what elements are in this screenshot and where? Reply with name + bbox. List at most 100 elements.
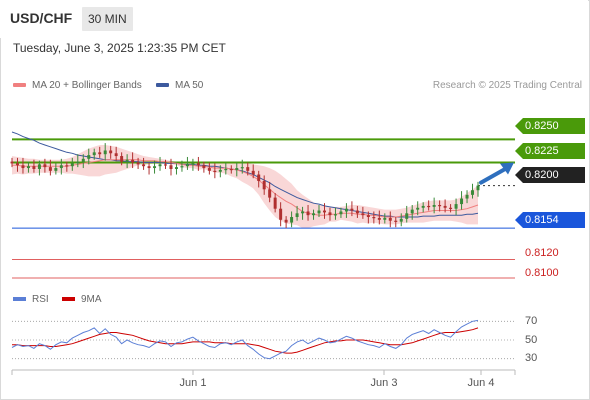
candle-body — [153, 166, 157, 169]
candle-body — [301, 211, 305, 214]
forecast-arrow — [479, 166, 508, 185]
legend-ma50: MA 50 — [156, 80, 203, 92]
9ma-swatch — [62, 297, 75, 302]
candle-body — [251, 170, 255, 175]
candle-body — [421, 205, 425, 208]
candle-body — [257, 174, 261, 181]
candle-body — [427, 205, 431, 208]
candle-body — [218, 169, 222, 172]
candle-body — [399, 218, 403, 222]
candle-body — [103, 150, 107, 155]
rsi-line — [11, 319, 479, 360]
candle-body — [191, 163, 195, 165]
timeframe-badge[interactable]: 30 MIN — [82, 7, 133, 31]
pair-title: USD/CHF — [10, 10, 73, 26]
legend-9ma: 9MA — [62, 294, 102, 306]
x-label-jun3: Jun 3 — [370, 377, 398, 389]
candle-body — [339, 211, 343, 215]
rsi-9ma-line — [12, 327, 479, 354]
candle-body — [207, 168, 211, 171]
candle-body — [471, 190, 475, 195]
candle-body — [10, 161, 14, 164]
candle-body — [460, 198, 464, 205]
candle-body — [202, 165, 206, 169]
legend-ma20-label: MA 20 + Bollinger Bands — [32, 80, 142, 91]
candle-body — [273, 197, 277, 209]
candle-body — [169, 165, 173, 169]
level-tag-0.8154: 0.8154 — [515, 212, 585, 228]
candle-body — [476, 185, 480, 191]
candle-body — [15, 163, 19, 166]
x-label-jun4: Jun 4 — [467, 377, 495, 389]
candle-body — [350, 208, 354, 211]
candle-body — [284, 219, 288, 223]
ma20-swatch — [13, 83, 26, 88]
candle-body — [87, 155, 91, 159]
candle-body — [361, 213, 365, 216]
candle-body — [432, 205, 436, 207]
candle-body — [98, 152, 102, 155]
candle-body — [37, 164, 41, 169]
candle-body — [344, 208, 348, 212]
candle-body — [322, 210, 326, 213]
level-text-0.8100: 0.8100 — [525, 267, 559, 279]
candle-body — [158, 164, 162, 167]
legend-ma20: MA 20 + Bollinger Bands — [13, 80, 142, 92]
copyright-label: Research © 2025 Trading Central — [432, 80, 582, 91]
candle-body — [290, 217, 294, 223]
candle-body — [454, 204, 458, 209]
candle-body — [355, 210, 359, 214]
candle-body — [213, 170, 217, 173]
candle-body — [465, 194, 469, 199]
candle-body — [114, 153, 118, 157]
candle-body — [32, 166, 36, 169]
rsi-swatch — [13, 297, 26, 302]
rsi-tick-70: 70 — [525, 315, 538, 327]
candle-body — [70, 163, 74, 167]
header-bar: USD/CHF 30 MIN — [0, 0, 588, 38]
candle-body — [366, 215, 370, 218]
rsi-tick-30: 30 — [525, 352, 538, 364]
candle-body — [26, 166, 30, 169]
x-label-jun1: Jun 1 — [179, 377, 207, 389]
candle-body — [443, 205, 447, 208]
candle-body — [224, 168, 228, 171]
candle-body — [333, 214, 337, 216]
candle-body — [54, 168, 58, 171]
candle-body — [109, 150, 113, 154]
candle-body — [147, 166, 151, 169]
candle-body — [142, 164, 146, 167]
candle-body — [410, 209, 414, 214]
candle-body — [377, 217, 381, 220]
candle-body — [48, 167, 52, 171]
candle-body — [438, 205, 442, 207]
ma20-line — [12, 159, 479, 218]
candle-body — [65, 165, 69, 167]
candle-body — [405, 213, 409, 219]
candle-body — [229, 168, 233, 171]
level-text-0.8120: 0.8120 — [525, 247, 559, 259]
candle-body — [92, 152, 96, 156]
candle-body — [295, 213, 299, 218]
bollinger-band — [12, 145, 478, 229]
candle-body — [174, 167, 178, 169]
candle-body — [196, 163, 200, 166]
candle-body — [372, 217, 376, 219]
candle-body — [279, 208, 283, 220]
candle-body — [388, 217, 392, 221]
candle-body — [136, 162, 140, 165]
candle-body — [21, 165, 25, 169]
candle-body — [240, 167, 244, 169]
candle-body — [246, 167, 250, 171]
candle-body — [125, 159, 129, 162]
rsi-tick-50: 50 — [525, 334, 538, 346]
candle-body — [180, 166, 184, 168]
level-tag-0.8250: 0.8250 — [515, 118, 585, 134]
candle-body — [449, 207, 453, 209]
candle-body — [81, 158, 85, 162]
legend-rsi-label: RSI — [32, 294, 49, 305]
candle-body — [394, 220, 398, 222]
level-tag-0.8200: 0.8200 — [515, 167, 585, 183]
legend-rsi: RSI — [13, 294, 49, 306]
